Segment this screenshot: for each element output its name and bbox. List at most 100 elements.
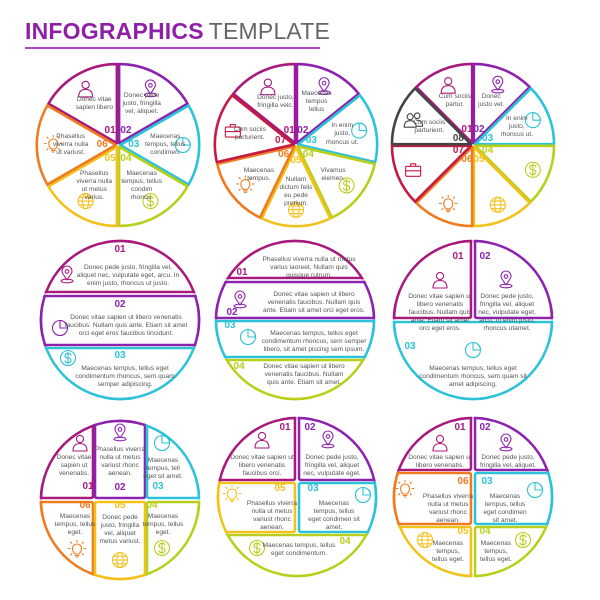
segment-text: Donec vitae sapien ut venenatis. (56, 454, 92, 478)
segment-text: Donec vitae sapien ut libero venenatis. (408, 454, 472, 470)
segment-number: 02 (479, 251, 491, 262)
person-icon (440, 77, 456, 94)
segment-text: Phasellus viverra nulla ut metus varius. (76, 169, 113, 202)
segment-text: Maecenas tempus, tellus eget. (142, 513, 184, 537)
segment-04 (473, 144, 556, 204)
segment-text: Maecenas tempus tellus (301, 90, 332, 114)
briefcase-icon (405, 163, 422, 177)
person-icon (432, 271, 448, 289)
location-pin-icon (143, 79, 157, 98)
people-icon (403, 112, 424, 128)
segment-text: Maecenas tempus, tellus condim rhoncu. (121, 169, 163, 202)
dollar-icon (338, 177, 355, 194)
location-pin-icon (317, 77, 331, 95)
location-pin-icon (491, 75, 505, 94)
segment-text: Maecenas tempus, tellus eget condimentum… (261, 330, 367, 354)
segment-number: 04 (482, 145, 494, 157)
segment-number: 04 (120, 152, 132, 164)
dollar-icon (153, 539, 171, 557)
segment-number: 02 (297, 124, 309, 136)
segment-text: Cum sociis parturient. (413, 118, 446, 134)
location-pin-icon (233, 290, 247, 309)
segment-number: 01 (454, 422, 466, 433)
segment-number: 03 (404, 341, 416, 352)
segment-02 (39, 294, 201, 347)
segment-text: Donec pede justo, fringilla vel, aliquet… (303, 454, 361, 478)
segment-text: Maecenas tempus, tellus eget condimentum… (262, 542, 336, 558)
light-bulb-icon (395, 479, 415, 498)
segment-02 (472, 62, 532, 145)
person-icon (254, 431, 270, 449)
segment-text: Maecenas tempus, tellus eget condimentum… (419, 365, 527, 389)
pie-chart-icon (351, 122, 368, 139)
segment-06 (35, 104, 118, 186)
segment-text: Donec vitae sapien ut libero venenatis f… (263, 291, 365, 315)
segment-05 (260, 145, 332, 228)
diagram-1 (35, 62, 201, 228)
segment-text: Donec vitae sapien ut libero venenatis f… (230, 454, 294, 478)
segment-03 (296, 93, 379, 164)
diagram-2 (213, 62, 379, 228)
segment-number: 06 (79, 500, 91, 511)
pie-chart-icon (153, 434, 171, 452)
segment-06 (392, 471, 473, 526)
location-pin-icon (321, 430, 335, 449)
segment-number: 01 (461, 124, 473, 136)
segment-number: 04 (233, 361, 245, 372)
segment-text: Phasellus viverra nulla ut variust. (52, 132, 89, 157)
pie-chart-icon (464, 341, 482, 359)
segment-text: Cum sociis parturient. (233, 126, 266, 142)
pie-chart-icon (524, 112, 541, 129)
segment-number: 07 (452, 145, 464, 157)
segment-number: 01 (104, 125, 116, 137)
dollar-icon (248, 539, 266, 557)
title-bold: INFOGRAPHICS (25, 18, 204, 44)
segment-01 (47, 62, 119, 145)
dollar-icon (59, 349, 77, 367)
segment-02 (295, 62, 361, 145)
segment-number: 05 (114, 500, 126, 511)
segment-text: Maecenas tempus. (243, 166, 275, 182)
segment-text: Donec vitae sapien ut libero venenatis f… (263, 363, 345, 387)
diagram-3 (390, 62, 556, 228)
segment-text: Maecenas tempus, tellus eget. (54, 513, 96, 537)
segment-text: Nullam dictum felis eu pede pretium. (279, 176, 313, 208)
segment-number: 03 (224, 320, 236, 331)
segment-number: 07 (275, 135, 287, 147)
segment-04 (117, 145, 189, 228)
segment-text: Phasellus viverra nulla ut metus variust… (246, 500, 298, 532)
person-icon (260, 78, 276, 96)
segment-text: Maecenas tempus, tellus eget condimen si… (483, 493, 527, 525)
segment-number: 03 (307, 483, 319, 494)
segment-number: 01 (283, 124, 295, 136)
segment-text: In enim justo, rhoncus ut. (325, 122, 359, 146)
segment-number: 02 (304, 422, 316, 433)
segment-02 (117, 62, 189, 145)
segment-number: 02 (226, 307, 238, 318)
segment-number: 04 (479, 526, 491, 537)
segment-05 (472, 145, 532, 228)
segment-text: Donec justo, fringilla velc. (257, 94, 294, 110)
person-icon (72, 434, 88, 452)
location-pin-icon (113, 423, 127, 442)
segment-01 (231, 62, 297, 145)
segment-text: Phasellus viverra nulla ut metus variust… (94, 446, 146, 478)
segment-text: Maecenas tempus, tellus eget. (480, 540, 512, 564)
location-pin-icon (60, 265, 74, 284)
segment-text: Donec vitae sapien ut libero venenatis f… (408, 293, 472, 333)
light-bulb-icon (222, 484, 242, 503)
segment-text: Donec pede justo, fringilla vel, aliquet… (76, 264, 180, 288)
segment-01 (414, 62, 474, 145)
segment-number: 02 (479, 422, 491, 433)
light-bulb-icon (438, 194, 458, 213)
dollar-icon (514, 531, 532, 549)
segment-text: Donec pede justo, fringilla vel, aliquet… (99, 514, 141, 546)
location-pin-icon (499, 433, 513, 452)
segment-number: 04 (302, 148, 314, 160)
segment-number: 05 (457, 526, 469, 537)
segment-06 (215, 145, 296, 219)
segment-text: Phasellus viverra nulla ut metus varius … (262, 256, 356, 280)
globe-icon (489, 196, 506, 213)
segment-text: Donec pede justo, fringilla vel, aliquet… (478, 293, 536, 333)
